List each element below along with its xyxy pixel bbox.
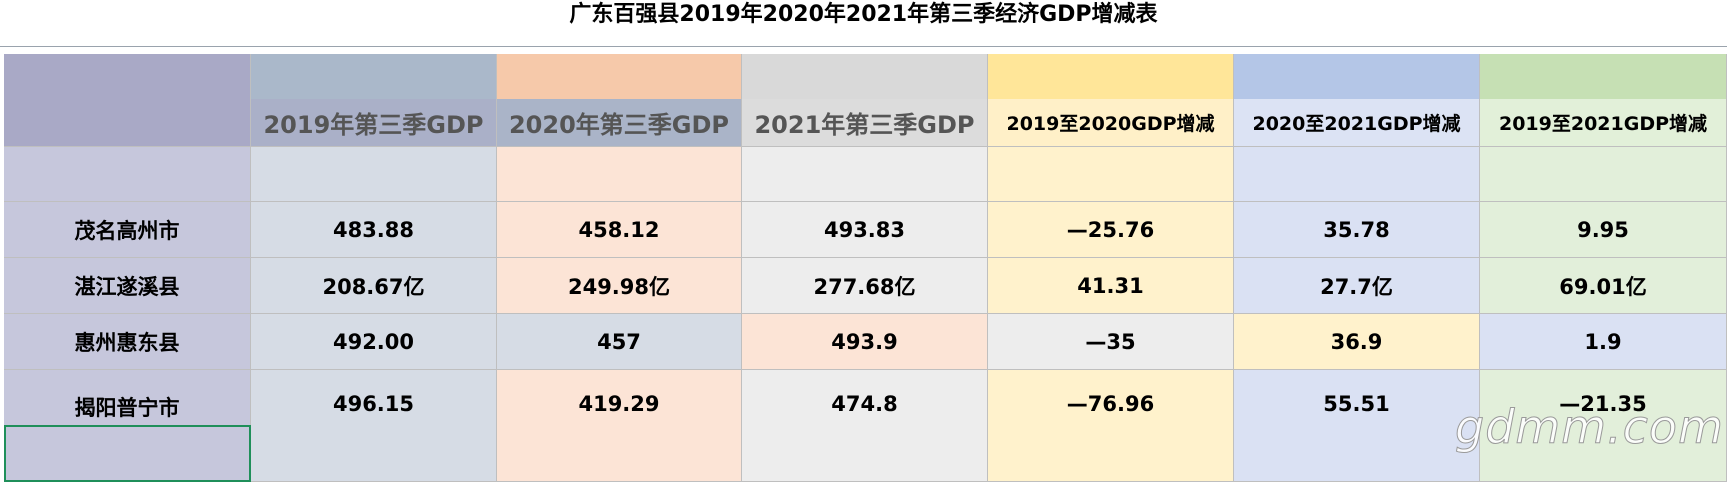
row-header-cell[interactable]: 惠州惠东县 — [4, 314, 251, 370]
col-header-label: 2019年第三季GDP — [263, 111, 484, 139]
spacer-cell-2[interactable] — [497, 147, 742, 202]
cell-value: 277.68亿 — [813, 274, 916, 299]
row-head-spacer[interactable] — [4, 147, 251, 202]
data-cell[interactable]: —21.35 — [1480, 370, 1727, 482]
data-cell[interactable]: —35 — [988, 314, 1234, 370]
spacer-cell-5[interactable] — [1234, 147, 1480, 202]
cell-value: 69.01亿 — [1559, 274, 1647, 299]
cell-value: —76.96 — [1066, 392, 1155, 416]
col-header-2[interactable]: 2020年第三季GDP — [497, 99, 742, 147]
data-cell[interactable]: 41.31 — [988, 258, 1234, 314]
col-header-4[interactable]: 2019至2020GDP增减 — [988, 99, 1234, 147]
row-label: 茂名高州市 — [74, 218, 180, 243]
cell-value: 27.7亿 — [1320, 274, 1393, 299]
col-header-label: 2020至2021GDP增减 — [1252, 113, 1461, 135]
cell-value: 474.8 — [831, 392, 898, 416]
col-header-1[interactable]: 2019年第三季GDP — [251, 99, 497, 147]
data-cell[interactable]: 492.00 — [251, 314, 497, 370]
cell-value: 36.9 — [1330, 329, 1383, 354]
data-cell[interactable]: 1.9 — [1480, 314, 1727, 370]
data-cell[interactable]: 496.15 — [251, 370, 497, 482]
cell-value: —35 — [1085, 329, 1136, 354]
cell-value: 493.83 — [823, 217, 906, 242]
cell-value: 458.12 — [578, 217, 660, 242]
col-header-top-6[interactable] — [1480, 54, 1727, 99]
data-cell[interactable]: 419.29 — [497, 370, 742, 482]
title-divider — [0, 46, 1727, 47]
cell-value: 457 — [597, 329, 641, 354]
data-cell[interactable]: 474.8 — [742, 370, 988, 482]
data-cell[interactable]: 457 — [497, 314, 742, 370]
cell-value: 208.67亿 — [322, 274, 425, 299]
data-cell[interactable]: 483.88 — [251, 202, 497, 258]
cell-value: 9.95 — [1577, 217, 1629, 242]
col-header-top-1[interactable] — [251, 54, 497, 99]
row-label: 惠州惠东县 — [74, 330, 180, 355]
cell-value: 483.88 — [332, 217, 415, 242]
cell-value: 1.9 — [1584, 329, 1622, 354]
data-cell[interactable]: 9.95 — [1480, 202, 1727, 258]
spacer-cell-4[interactable] — [988, 147, 1234, 202]
row-header-cell[interactable]: 茂名高州市 — [4, 202, 251, 258]
data-cell[interactable]: 69.01亿 — [1480, 258, 1727, 314]
cell-value: 496.15 — [332, 392, 415, 416]
col-header-label: 2019至2021GDP增减 — [1498, 113, 1708, 135]
data-cell[interactable]: 249.98亿 — [497, 258, 742, 314]
col-header-top-4[interactable] — [988, 54, 1234, 99]
col-header-label: 2020年第三季GDP — [508, 111, 729, 139]
row-label: 湛江遂溪县 — [74, 274, 180, 299]
table-title: 广东百强县2019年2020年2021年第三季经济GDP增减表 — [569, 2, 1158, 27]
data-cell[interactable]: 458.12 — [497, 202, 742, 258]
col-header-5[interactable]: 2020至2021GDP增减 — [1234, 99, 1480, 147]
col-header-top-5[interactable] — [1234, 54, 1480, 99]
spacer-cell-1[interactable] — [251, 147, 497, 202]
data-cell[interactable]: 277.68亿 — [742, 258, 988, 314]
col-header-label: 2021年第三季GDP — [754, 111, 975, 139]
col-header-top-3[interactable] — [742, 54, 988, 99]
cell-value: —25.76 — [1066, 217, 1155, 242]
col-header-6[interactable]: 2019至2021GDP增减 — [1480, 99, 1727, 147]
data-cell[interactable]: 493.83 — [742, 202, 988, 258]
row-header-cell[interactable]: 揭阳普宁市 — [4, 370, 251, 482]
cell-value: —21.35 — [1559, 392, 1647, 416]
col-header-3[interactable]: 2021年第三季GDP — [742, 99, 988, 147]
row-label: 揭阳普宁市 — [74, 396, 180, 420]
col-header-label: 2019至2020GDP增减 — [1006, 113, 1215, 135]
data-cell[interactable]: 208.67亿 — [251, 258, 497, 314]
cell-value: 419.29 — [578, 392, 660, 416]
cell-value: 493.9 — [831, 329, 898, 354]
data-cell[interactable]: 493.9 — [742, 314, 988, 370]
cell-value: 249.98亿 — [567, 274, 671, 299]
data-cell[interactable]: 27.7亿 — [1234, 258, 1480, 314]
cell-value: 55.51 — [1323, 392, 1390, 416]
data-cell[interactable]: 55.51 — [1234, 370, 1480, 482]
cell-value: 41.31 — [1077, 273, 1144, 298]
data-cell[interactable]: —76.96 — [988, 370, 1234, 482]
cell-value: 492.00 — [332, 329, 415, 354]
data-cell[interactable]: 35.78 — [1234, 202, 1480, 258]
watermark-text: gdmm.com — [1455, 400, 1724, 455]
data-cell[interactable]: —25.76 — [988, 202, 1234, 258]
row-header-cell[interactable]: 湛江遂溪县 — [4, 258, 251, 314]
spacer-cell-3[interactable] — [742, 147, 988, 202]
col-header-top-2[interactable] — [497, 54, 742, 99]
data-cell[interactable]: 36.9 — [1234, 314, 1480, 370]
cell-value: 35.78 — [1323, 217, 1390, 242]
spacer-cell-6[interactable] — [1480, 147, 1727, 202]
corner-header-cell[interactable] — [4, 54, 251, 147]
